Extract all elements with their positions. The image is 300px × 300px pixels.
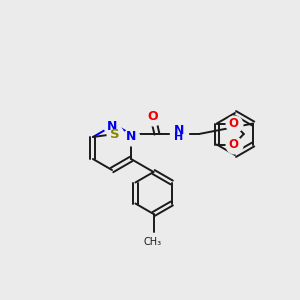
Text: H: H — [174, 132, 184, 142]
Text: CH₃: CH₃ — [143, 237, 162, 247]
Text: O: O — [229, 138, 239, 151]
Text: N: N — [126, 130, 136, 143]
Text: N: N — [174, 124, 184, 137]
Text: S: S — [110, 128, 120, 140]
Text: N: N — [107, 119, 117, 133]
Text: O: O — [229, 117, 239, 130]
Text: O: O — [148, 110, 158, 124]
